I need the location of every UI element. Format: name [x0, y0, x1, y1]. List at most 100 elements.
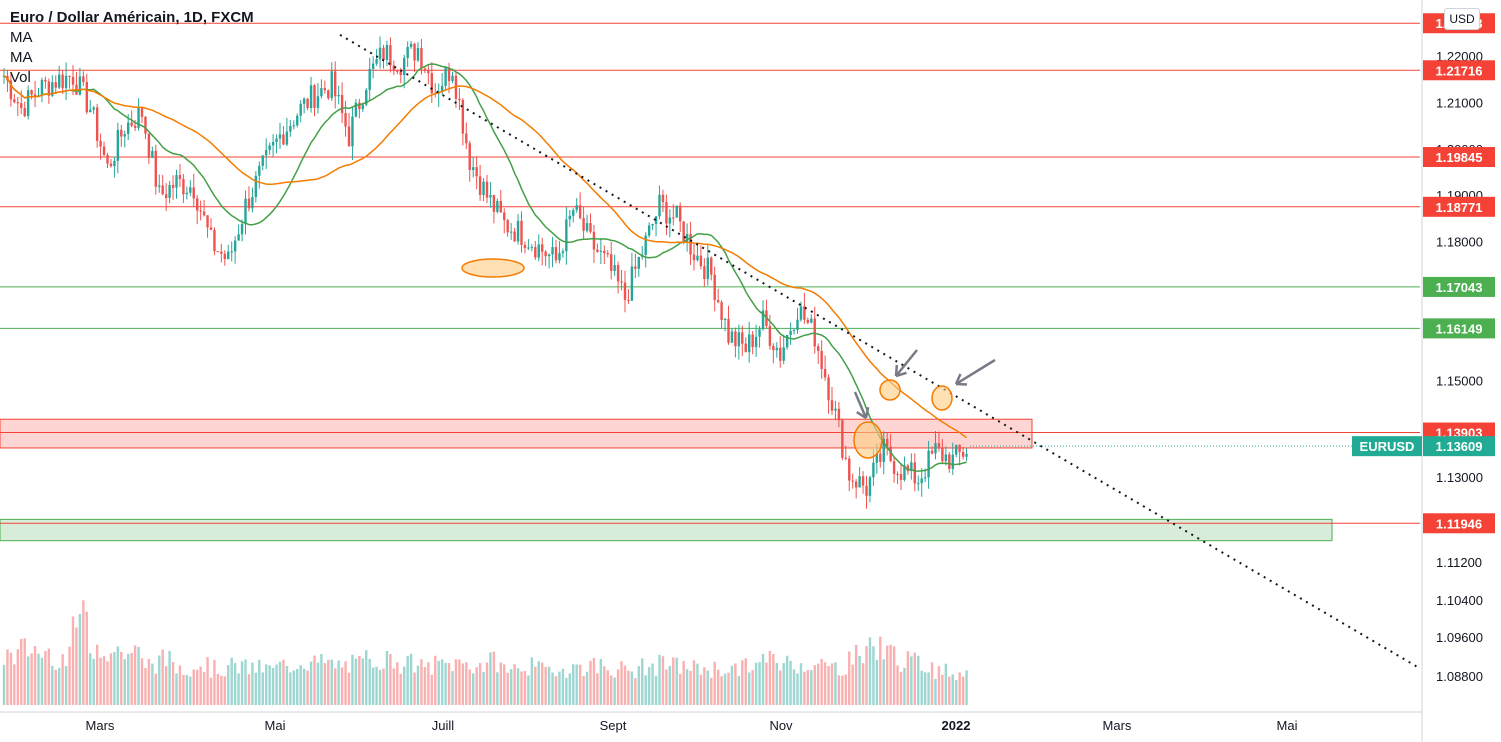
indicator-ma-2[interactable]: MA — [10, 49, 33, 66]
candle-body — [89, 109, 92, 113]
y-tick-label: 1.10400 — [1436, 593, 1483, 608]
candle-body — [627, 299, 630, 301]
volume-bar — [102, 656, 106, 705]
candle-body — [247, 198, 251, 209]
candle-body — [737, 332, 741, 347]
candle-body — [237, 234, 240, 241]
candle-body — [540, 244, 544, 252]
volume-bar — [378, 669, 382, 705]
candle-body — [520, 220, 523, 245]
candle-body — [144, 116, 147, 134]
volume-bar — [458, 659, 461, 705]
volume-bar — [948, 676, 951, 705]
volume-bar — [499, 662, 503, 705]
candle-body — [630, 266, 634, 301]
volume-bar — [503, 664, 506, 705]
volume-bar — [309, 661, 313, 705]
volume-bar — [961, 676, 965, 705]
candle-body — [744, 343, 747, 353]
volume-bar — [537, 661, 540, 705]
level-tag-label: 1.16149 — [1436, 321, 1483, 336]
level-tag-label: 1.17043 — [1436, 280, 1483, 295]
volume-bar — [54, 669, 57, 705]
volume-bar — [492, 651, 496, 705]
trendline-layer — [339, 33, 1419, 669]
candle-body — [703, 266, 706, 280]
candle-body — [551, 247, 554, 255]
volume-bar — [578, 664, 582, 705]
candle-body — [599, 250, 603, 252]
volume-bar — [413, 672, 416, 705]
level-tag — [1423, 196, 1495, 217]
volume-bar — [796, 673, 799, 705]
volume-bar — [16, 649, 20, 705]
candle-body — [620, 281, 623, 283]
y-tick-label: 1.18000 — [1436, 235, 1483, 250]
volume-bar — [9, 652, 13, 705]
currency-button[interactable]: USD — [1444, 8, 1480, 30]
candle-body — [644, 235, 647, 255]
volume-bar — [875, 659, 879, 705]
volume-bar — [496, 672, 499, 705]
candle-body — [875, 453, 879, 463]
candle-body — [837, 408, 841, 421]
volume-bar — [920, 670, 923, 705]
candle-body — [658, 194, 661, 217]
candle-body — [879, 453, 882, 462]
x-tick-label: Mai — [265, 718, 286, 733]
candle-body — [530, 247, 534, 249]
volume-bar — [665, 669, 668, 705]
candle-body — [772, 345, 775, 351]
volume-bar — [827, 666, 830, 705]
volume-bar — [551, 672, 554, 705]
candle-body — [71, 76, 75, 85]
volume-bar — [734, 663, 737, 705]
candle-body — [195, 198, 199, 211]
candle-body — [503, 212, 506, 221]
candle-body — [64, 75, 68, 88]
candle-body — [440, 85, 444, 93]
candle-body — [734, 331, 737, 347]
volume-bar — [320, 654, 323, 705]
volume-bar — [806, 670, 810, 705]
volume-bar — [302, 668, 306, 705]
candle-body — [896, 473, 899, 475]
volume-bar — [13, 664, 16, 705]
volume-bar — [289, 672, 292, 705]
candle-body — [223, 253, 227, 260]
volume-bar — [699, 674, 703, 705]
indicator-vol[interactable]: Vol — [10, 69, 31, 86]
candles-layer — [2, 36, 968, 509]
volume-bar — [672, 657, 675, 705]
candle-body — [289, 125, 292, 132]
volume-bar — [113, 652, 116, 705]
volume-bar — [723, 673, 727, 705]
candle-body — [302, 98, 306, 104]
volume-bar — [409, 653, 413, 705]
volume-bar — [137, 646, 140, 705]
volume-bar — [965, 670, 968, 705]
candle-body — [823, 368, 827, 378]
candle-body — [182, 178, 185, 195]
candle-body — [385, 45, 389, 60]
volume-bar — [851, 664, 854, 705]
indicator-ma-1[interactable]: MA — [10, 29, 33, 46]
highlight-circle — [853, 421, 883, 459]
candle-body — [130, 122, 133, 126]
candle-body — [33, 94, 37, 96]
volume-bar — [344, 661, 347, 705]
x-tick-label: 2022 — [942, 718, 971, 733]
candle-body — [116, 129, 120, 161]
candle-body — [934, 443, 937, 454]
candle-body — [482, 181, 485, 196]
volume-bar — [668, 665, 672, 705]
candle-body — [665, 202, 668, 224]
candle-body — [206, 215, 209, 228]
volume-bar — [247, 674, 251, 705]
volume-bar — [903, 667, 906, 705]
candle-body — [682, 221, 685, 242]
candle-body — [251, 197, 254, 209]
volume-bar — [803, 671, 806, 705]
volume-bar — [296, 668, 299, 705]
